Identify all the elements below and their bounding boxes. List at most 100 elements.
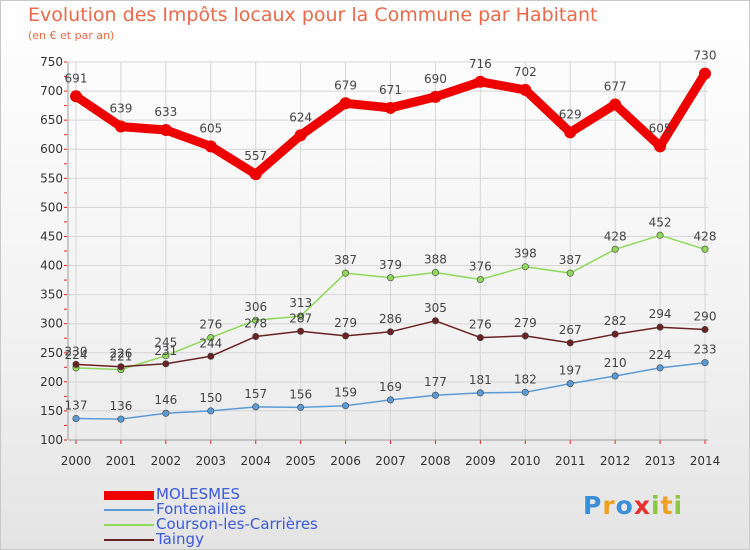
data-point-fontenailles [476, 389, 484, 397]
proxiti-logo: Proxiti [583, 491, 683, 520]
data-label-courson-les-carri-res: 313 [289, 296, 312, 310]
y-tick-label: 650 [40, 113, 63, 127]
logo-letter: t [660, 491, 674, 520]
data-point-courson-les-carri-res [297, 312, 305, 320]
data-point-fontenailles [611, 372, 619, 380]
data-label-taingy: 276 [469, 318, 492, 332]
data-point-taingy [476, 334, 484, 342]
data-label-taingy: 305 [424, 301, 447, 315]
data-point-molesmes [609, 98, 622, 111]
x-tick-label: 2006 [330, 454, 361, 468]
legend-label: MOLESMES [156, 485, 241, 503]
x-tick-label: 2013 [645, 454, 676, 468]
data-point-molesmes [654, 140, 667, 153]
data-label-taingy: 279 [334, 316, 357, 330]
data-point-fontenailles [207, 407, 215, 415]
data-point-taingy [566, 339, 574, 347]
x-tick-label: 2000 [61, 454, 92, 468]
data-label-molesmes: 702 [514, 65, 537, 79]
legend-label: Courson-les-Carrières [156, 515, 318, 533]
data-label-fontenailles: 136 [109, 399, 132, 413]
y-tick-label: 450 [40, 229, 63, 243]
data-point-molesmes [249, 168, 262, 181]
y-tick-label: 550 [40, 171, 63, 185]
data-label-courson-les-carri-res: 398 [514, 247, 537, 261]
data-label-taingy: 244 [199, 336, 222, 350]
data-label-taingy: 294 [649, 307, 672, 321]
x-tick-label: 2003 [196, 454, 227, 468]
data-point-taingy [207, 352, 215, 360]
data-label-taingy: 286 [379, 312, 402, 326]
data-label-fontenailles: 150 [199, 391, 222, 405]
data-point-courson-les-carri-res [431, 269, 439, 277]
data-point-taingy [162, 360, 170, 368]
data-point-courson-les-carri-res [476, 275, 484, 283]
data-point-fontenailles [162, 409, 170, 417]
data-label-fontenailles: 169 [379, 380, 402, 394]
y-tick-label: 750 [40, 55, 63, 69]
x-tick-label: 2005 [285, 454, 316, 468]
data-label-molesmes: 624 [289, 110, 312, 124]
data-point-molesmes [384, 101, 397, 114]
data-label-courson-les-carri-res: 428 [694, 229, 717, 243]
data-label-courson-les-carri-res: 428 [604, 229, 627, 243]
data-label-fontenailles: 146 [154, 393, 177, 407]
data-point-taingy [701, 326, 709, 334]
data-point-courson-les-carri-res [162, 352, 170, 360]
x-tick-label: 2012 [600, 454, 631, 468]
data-label-taingy: 282 [604, 314, 627, 328]
data-point-taingy [386, 328, 394, 336]
data-point-molesmes [429, 90, 442, 103]
data-point-molesmes [564, 126, 577, 139]
y-tick-label: 250 [40, 346, 63, 360]
legend-swatch [104, 539, 154, 541]
data-label-fontenailles: 159 [334, 386, 357, 400]
data-label-fontenailles: 137 [65, 398, 88, 412]
y-tick-label: 300 [40, 317, 63, 331]
data-label-courson-les-carri-res: 379 [379, 258, 402, 272]
y-tick-label: 150 [40, 404, 63, 418]
data-point-molesmes [699, 67, 711, 80]
data-label-molesmes: 629 [559, 107, 582, 121]
x-tick-label: 2009 [465, 454, 496, 468]
x-tick-label: 2004 [240, 454, 271, 468]
y-tick-label: 200 [40, 375, 63, 389]
chart-subtitle: (en € et par an) [28, 29, 115, 42]
data-label-courson-les-carri-res: 306 [244, 300, 267, 314]
data-point-courson-les-carri-res [701, 245, 709, 253]
data-point-courson-les-carri-res [521, 263, 529, 271]
data-label-taingy: 287 [289, 311, 312, 325]
data-point-fontenailles [521, 388, 529, 396]
data-point-fontenailles [252, 403, 260, 411]
logo-letter: i [673, 491, 684, 520]
data-point-fontenailles [701, 359, 709, 367]
y-tick-label: 700 [40, 84, 63, 98]
data-point-molesmes [204, 140, 217, 153]
data-label-courson-les-carri-res: 376 [469, 259, 492, 273]
data-point-taingy [342, 332, 350, 340]
data-point-molesmes [159, 124, 172, 137]
logo-letter: i [651, 491, 661, 520]
data-label-courson-les-carri-res: 387 [334, 253, 357, 267]
data-label-fontenailles: 182 [514, 372, 537, 386]
chart-title: Evolution des Impôts locaux pour la Comm… [28, 4, 598, 26]
x-tick-label: 2008 [420, 454, 451, 468]
data-label-fontenailles: 181 [469, 373, 492, 387]
y-tick-label: 350 [40, 288, 63, 302]
x-tick-label: 2014 [690, 454, 721, 468]
logo-letter: r [602, 491, 616, 520]
logo-letter: x [633, 491, 651, 520]
data-point-taingy [72, 360, 80, 368]
y-tick-label: 500 [40, 200, 63, 214]
logo-letter: o [615, 491, 634, 520]
data-label-molesmes: 633 [154, 105, 177, 119]
legend-swatch [104, 524, 154, 526]
data-label-taingy: 290 [694, 310, 717, 324]
data-label-courson-les-carri-res: 224 [65, 348, 88, 362]
data-label-courson-les-carri-res: 387 [559, 253, 582, 267]
data-label-fontenailles: 233 [694, 343, 717, 357]
x-tick-label: 2011 [555, 454, 586, 468]
data-point-courson-les-carri-res [656, 231, 664, 239]
data-point-molesmes [474, 75, 487, 88]
